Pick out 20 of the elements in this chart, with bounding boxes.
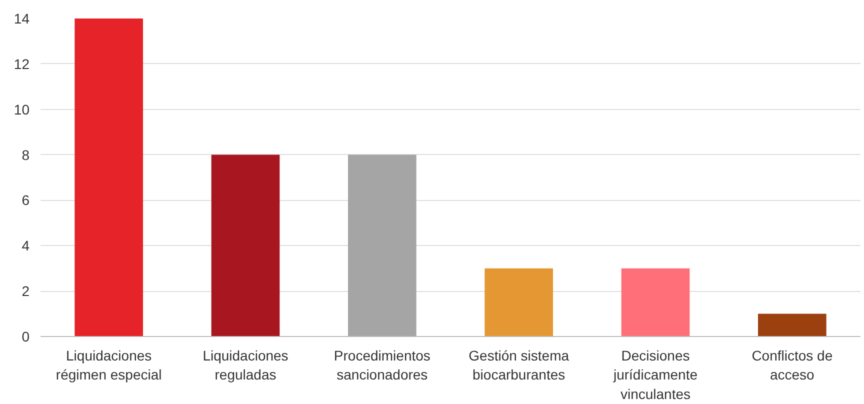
y-tick-label: 4: [22, 238, 30, 254]
bar: [484, 268, 553, 336]
bar: [74, 18, 143, 336]
y-tick-label: 12: [14, 56, 30, 72]
x-tick-label: Gestión sistema biocarburantes: [468, 348, 570, 383]
y-tick-label: 0: [22, 328, 30, 344]
x-tick-label: Liquidaciones reguladas: [202, 348, 288, 383]
y-tick-label: 8: [22, 146, 30, 163]
bar: [758, 314, 826, 336]
x-tick-label: Procedimientos sancionadores: [334, 348, 430, 383]
x-tick-label: Conflictos de acceso: [752, 348, 833, 383]
x-tick-label: Decisiones jurídicamente vinculantes: [612, 348, 698, 402]
bar: [348, 154, 416, 336]
y-tick-label: 6: [22, 192, 30, 208]
x-tick-label: Liquidaciones régimen especial: [56, 348, 162, 383]
y-tick-label: 10: [14, 101, 30, 118]
bar: [211, 154, 280, 336]
y-tick-label: 2: [22, 283, 30, 300]
y-tick-label: 14: [14, 10, 30, 26]
bar: [621, 268, 690, 336]
